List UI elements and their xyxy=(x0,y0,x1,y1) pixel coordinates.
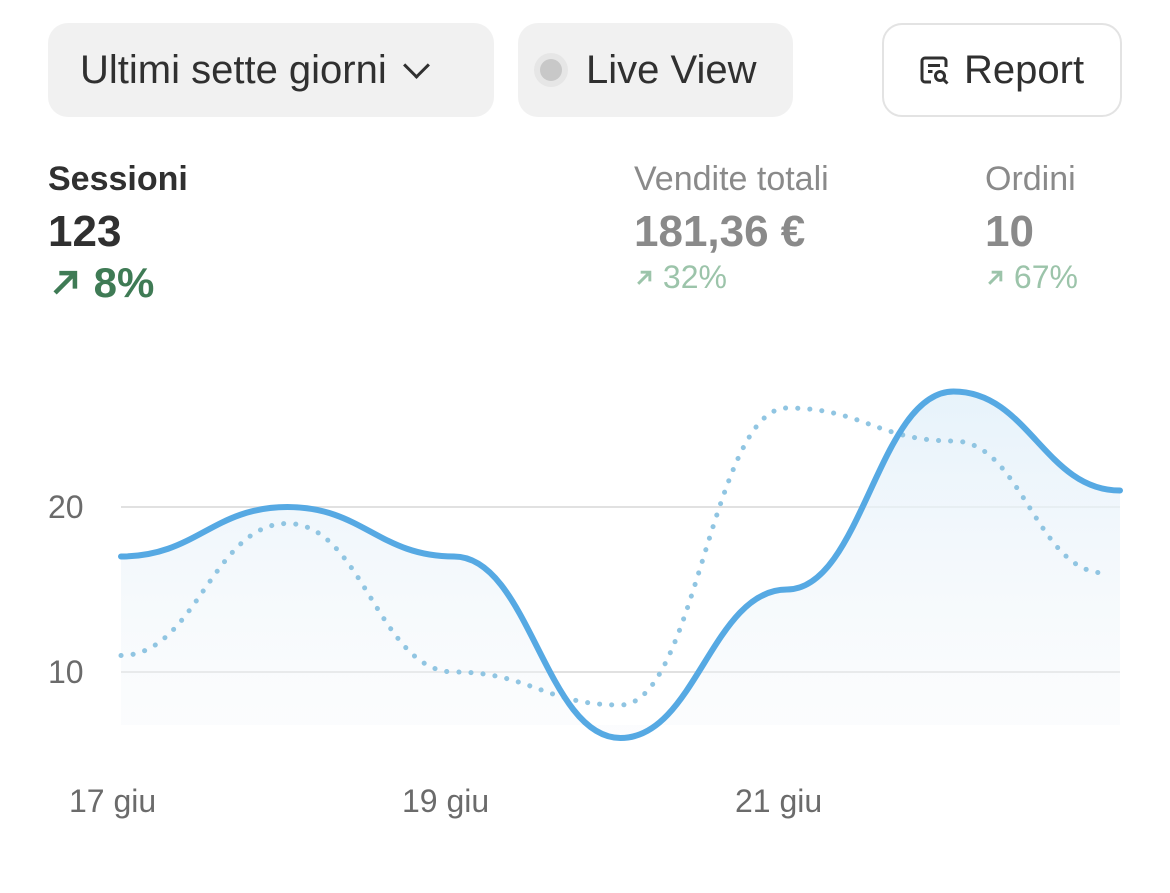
x-tick-label: 21 giu xyxy=(735,783,822,819)
metric-value: 123 xyxy=(48,207,122,256)
y-tick-label: 10 xyxy=(48,654,84,690)
metric-change: 8% xyxy=(93,259,155,306)
date-range-button[interactable]: Ultimi sette giorni xyxy=(48,23,494,117)
metric-value: 10 xyxy=(985,207,1034,256)
metric-total-sales[interactable]: Vendite totali 181,36 € 32% xyxy=(634,160,829,296)
metric-label: Ordini xyxy=(985,160,1076,198)
metric-label: Vendite totali xyxy=(634,160,829,198)
metric-change: 32% xyxy=(662,259,727,295)
report-search-icon xyxy=(920,56,949,85)
metric-change: 67% xyxy=(1013,259,1078,295)
arrow-up-right-icon xyxy=(53,270,78,295)
live-view-button[interactable]: Live View xyxy=(518,23,793,117)
metric-value: 181,36 € xyxy=(634,207,806,256)
arrow-up-right-icon xyxy=(637,270,652,285)
y-tick-label: 20 xyxy=(48,489,84,525)
report-label: Report xyxy=(964,47,1085,92)
date-range-label: Ultimi sette giorni xyxy=(80,47,387,92)
series-line-current xyxy=(118,388,1123,742)
series-area xyxy=(121,391,1120,738)
x-tick-label: 17 giu xyxy=(69,783,156,819)
metric-sessions[interactable]: Sessioni 123 8% xyxy=(48,160,188,307)
x-tick-label: 19 giu xyxy=(402,783,489,819)
status-dot-icon xyxy=(540,59,562,81)
metric-orders[interactable]: Ordini 10 67% xyxy=(985,160,1078,296)
live-view-label: Live View xyxy=(586,47,757,92)
report-button[interactable]: Report xyxy=(882,23,1122,117)
arrow-up-right-icon xyxy=(988,270,1003,285)
metric-label: Sessioni xyxy=(48,160,188,198)
